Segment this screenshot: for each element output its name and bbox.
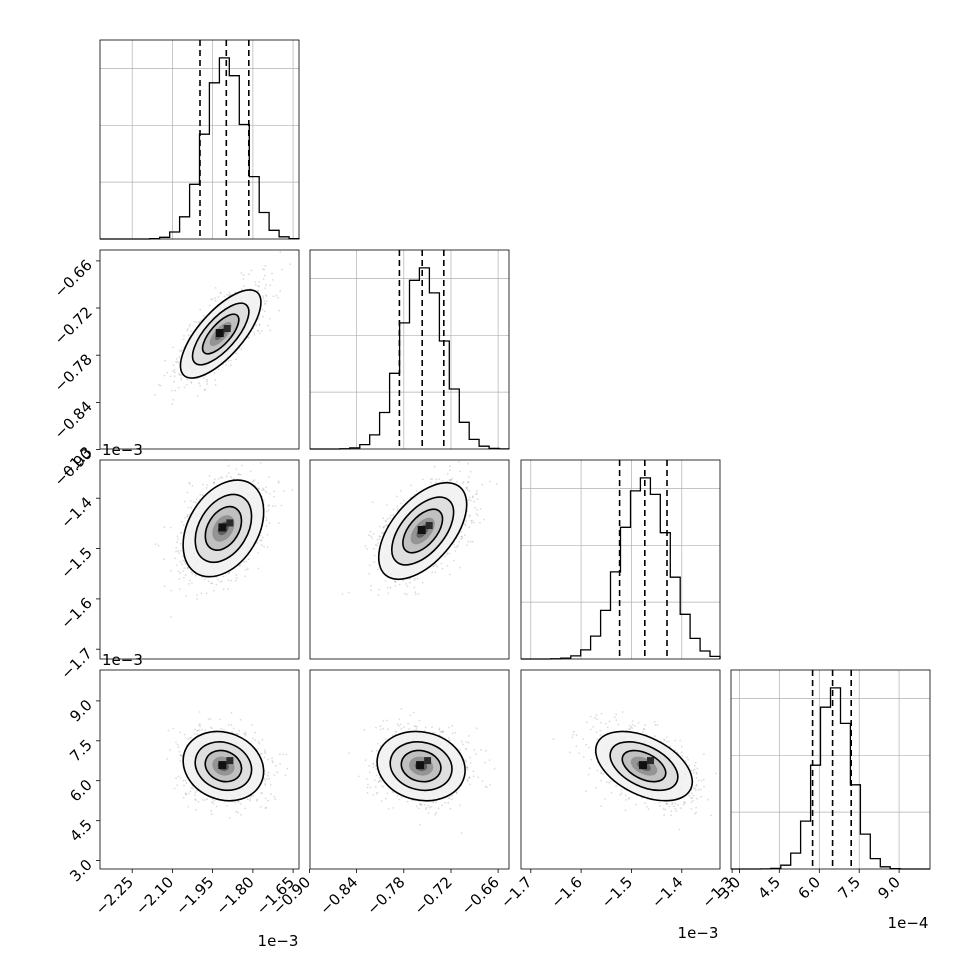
x-tick-label-2-2: −1.5 <box>598 873 636 911</box>
histogram-2 <box>521 460 721 660</box>
histogram-frame-1 <box>309 249 510 450</box>
panel-1-2 <box>341 460 498 596</box>
x-tick-label-2-1: −1.6 <box>547 873 585 911</box>
panel-frame-0-1 <box>99 249 300 450</box>
histogram-steps-1 <box>310 267 510 450</box>
y-tick-label-3-3: 7.5 <box>66 736 96 766</box>
histogram-steps-2 <box>521 477 721 660</box>
y-multiplier-1: 1e−3 <box>102 441 143 459</box>
panel-frame-0-2 <box>99 459 300 660</box>
x-tick-label-0-2: −1.95 <box>172 873 217 918</box>
histogram-frame-2 <box>520 459 721 660</box>
x-tick-label-0-3: −1.80 <box>212 873 257 918</box>
y-tick-label-1-2: −0.78 <box>51 350 96 395</box>
x-multiplier-2: 1e−3 <box>678 924 719 942</box>
y-tick-label-3-0: 3.0 <box>66 856 96 886</box>
panel-frame-2-3 <box>520 669 721 870</box>
panel-frame-0-3 <box>99 669 300 870</box>
x-tick-label-1-3: −0.72 <box>411 873 456 918</box>
y-tick-label-1-4: −0.66 <box>51 256 96 301</box>
x-tick-label-3-2: 6.0 <box>795 873 825 903</box>
histogram-1 <box>310 250 510 450</box>
y-tick-label-3-1: 4.5 <box>66 816 96 846</box>
x-tick-label-3-1: 4.5 <box>755 873 785 903</box>
y-tick-label-2-3: −1.4 <box>57 493 95 531</box>
x-tick-label-2-3: −1.4 <box>648 873 686 911</box>
y-tick-label-1-3: −0.72 <box>51 303 96 348</box>
x-multiplier-0: 1e−3 <box>258 932 299 950</box>
x-tick-label-2-0: −1.7 <box>497 873 535 911</box>
panel-0-2 <box>154 460 294 618</box>
x-tick-label-1-1: −0.84 <box>316 873 361 918</box>
y-tick-label-1-1: −0.84 <box>51 398 96 443</box>
panel-frame-1-3 <box>309 669 510 870</box>
x-multiplier-3: 1e−4 <box>888 914 929 932</box>
x-tick-label-1-2: −0.78 <box>363 873 408 918</box>
histogram-0 <box>100 40 300 240</box>
x-tick-label-1-4: −0.66 <box>458 873 503 918</box>
y-multiplier-2: 1e−3 <box>102 651 143 669</box>
histogram-3 <box>731 670 930 870</box>
panel-0-1 <box>154 251 292 405</box>
x-tick-label-0-1: −2.10 <box>132 873 177 918</box>
y-tick-label-2-2: −1.5 <box>57 544 95 582</box>
panel-frame-1-2 <box>309 459 510 660</box>
histogram-frame-0 <box>99 39 300 240</box>
y-tick-label-3-4: 9.0 <box>66 696 96 726</box>
x-tick-label-3-4: 9.0 <box>874 873 904 903</box>
panel-1-3 <box>348 707 496 834</box>
y-tick-label-2-0: −1.7 <box>57 644 95 682</box>
x-tick-label-3-3: 7.5 <box>834 873 864 903</box>
panel-2-3 <box>552 711 720 831</box>
x-tick-label-0-0: −2.25 <box>92 873 137 918</box>
histogram-frame-3 <box>730 669 931 870</box>
histogram-steps-3 <box>731 687 930 870</box>
panel-0-3 <box>166 711 289 819</box>
y-tick-label-3-2: 6.0 <box>66 776 96 806</box>
y-tick-label-2-1: −1.6 <box>57 594 95 632</box>
